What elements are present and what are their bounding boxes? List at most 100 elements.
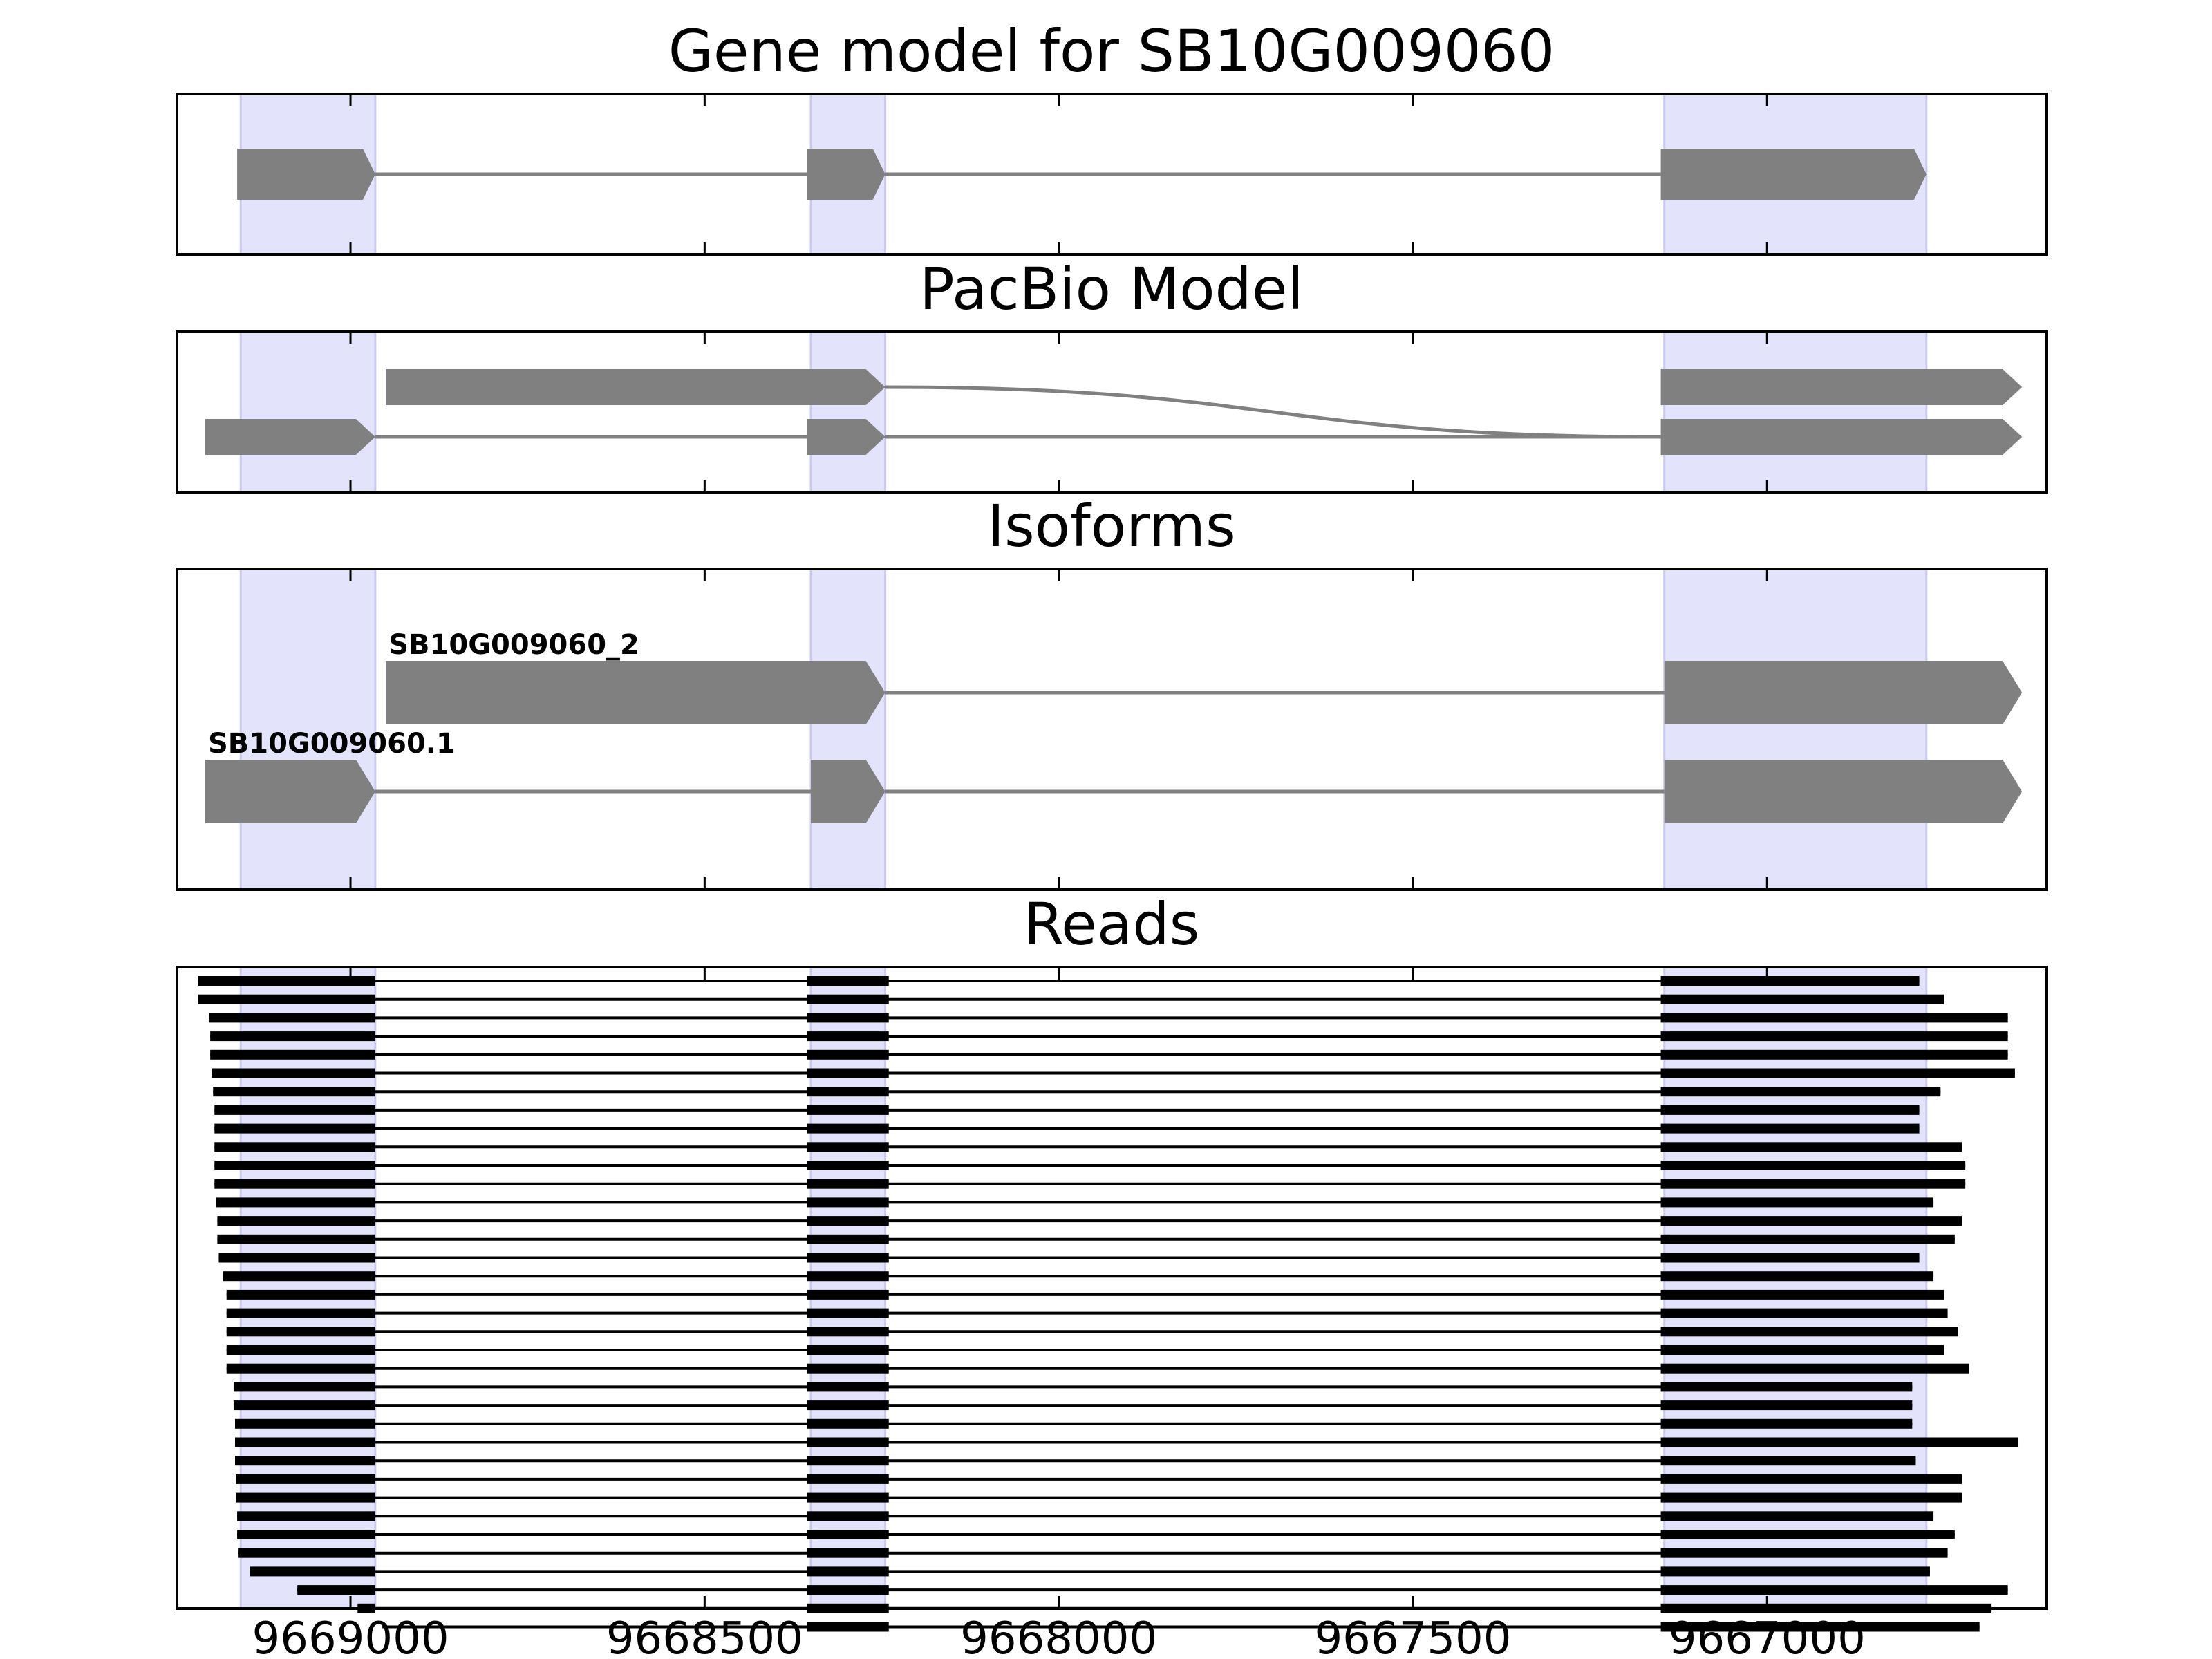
read-block [214, 1179, 375, 1189]
read-block [807, 1161, 889, 1170]
read-block [1660, 1585, 2008, 1595]
read-block [807, 1142, 889, 1152]
read-block [1660, 1049, 2008, 1060]
read-block [1660, 1327, 1958, 1337]
read-block [807, 1585, 889, 1595]
read-block [1660, 1161, 1966, 1170]
exon-highlight-region [239, 330, 377, 494]
x-tick-label: 9667000 [1669, 1613, 1866, 1659]
read-block [807, 1437, 889, 1447]
exon-block [1664, 760, 2023, 823]
read-block [214, 1123, 375, 1134]
read-block [807, 1345, 889, 1355]
read-block [218, 1253, 375, 1263]
exon-block [1660, 419, 2023, 455]
exon-block [205, 419, 375, 455]
read-block [807, 1013, 889, 1023]
read-block [1660, 1234, 1955, 1244]
read-block [1660, 1530, 1955, 1539]
read-block [214, 1161, 375, 1170]
intron-line [885, 385, 1661, 439]
read-block [250, 1566, 375, 1577]
pacbio-model-frame [176, 330, 2048, 494]
read-block [217, 1234, 375, 1244]
exon-block [1664, 661, 2023, 724]
read-block [1660, 1031, 2008, 1042]
read-block [1660, 1068, 2015, 1078]
read-block [238, 1548, 375, 1558]
reads-title: Reads [1024, 890, 1200, 958]
read-block [1660, 1123, 1920, 1134]
read-block [1660, 1289, 1944, 1300]
read-block [226, 1345, 375, 1355]
read-block [807, 1511, 889, 1521]
read-block [1660, 1142, 1962, 1152]
read-block [1660, 1622, 1980, 1632]
read-block [1660, 1216, 1962, 1226]
gene-model-frame [176, 93, 2048, 256]
read-block [235, 1456, 375, 1466]
read-block [807, 1179, 889, 1189]
read-block [807, 1363, 889, 1374]
read-block [214, 1142, 375, 1152]
read-block [1660, 1105, 1920, 1115]
read-block [807, 1271, 889, 1282]
read-block [237, 1511, 375, 1521]
panel-isoforms: SB10G009060_2 SB10G009060.1 Isoforms [176, 492, 2048, 891]
isoform-label: SB10G009060.1 [208, 728, 456, 760]
read-block [1660, 1253, 1920, 1263]
exon-block [237, 149, 375, 200]
read-block [226, 1289, 375, 1300]
exon-highlight-region [809, 330, 887, 494]
exon-block [807, 419, 885, 455]
exon-block [811, 760, 885, 823]
read-block [807, 1474, 889, 1484]
read-block [807, 994, 889, 1004]
reads-frame [176, 966, 2048, 1610]
read-block [235, 1418, 375, 1429]
read-block [807, 1492, 889, 1503]
read-block [1660, 1197, 1934, 1208]
read-block [233, 1382, 375, 1392]
read-block [226, 1363, 375, 1374]
read-block [237, 1530, 375, 1539]
read-block [297, 1585, 375, 1595]
read-block [1660, 976, 1920, 986]
read-block [807, 1289, 889, 1300]
read-block [807, 1068, 889, 1078]
read-block [1660, 1179, 1966, 1189]
read-block [209, 1013, 375, 1023]
read-block [807, 1548, 889, 1558]
read-block [1660, 1456, 1916, 1466]
x-tick-label: 9667500 [1314, 1613, 1511, 1659]
read-block [198, 994, 375, 1004]
read-block [807, 1456, 889, 1466]
panel-reads: 9669000 9668500 9668000 9667500 9667000 Read… [176, 890, 2048, 1659]
read-block [226, 1308, 375, 1318]
exon-block [1660, 369, 2023, 405]
read-block [807, 976, 889, 986]
read-block [807, 1049, 889, 1060]
read-block [216, 1197, 375, 1208]
panel-gene-model: Gene model for SB10G009060 [176, 17, 2048, 256]
read-block [1660, 1363, 1969, 1374]
read-block [807, 1400, 889, 1411]
read-block [807, 1123, 889, 1134]
read-block [210, 1031, 375, 1042]
read-block [1660, 1437, 2019, 1447]
read-block [1660, 1345, 1944, 1355]
read-block [807, 1566, 889, 1577]
read-block [214, 1105, 375, 1115]
read-block [807, 1308, 889, 1318]
pacbio-model-title: PacBio Model [919, 255, 1304, 323]
read-block [212, 1068, 375, 1078]
exon-block [205, 760, 375, 823]
isoforms-title: Isoforms [987, 492, 1236, 560]
read-block [1660, 1511, 1934, 1521]
isoforms-frame [176, 568, 2048, 891]
read-block [213, 1087, 375, 1097]
exon-highlight-region [239, 568, 377, 891]
read-block [807, 1105, 889, 1115]
read-block [1660, 994, 1944, 1004]
x-tick-label: 9668500 [606, 1613, 803, 1659]
